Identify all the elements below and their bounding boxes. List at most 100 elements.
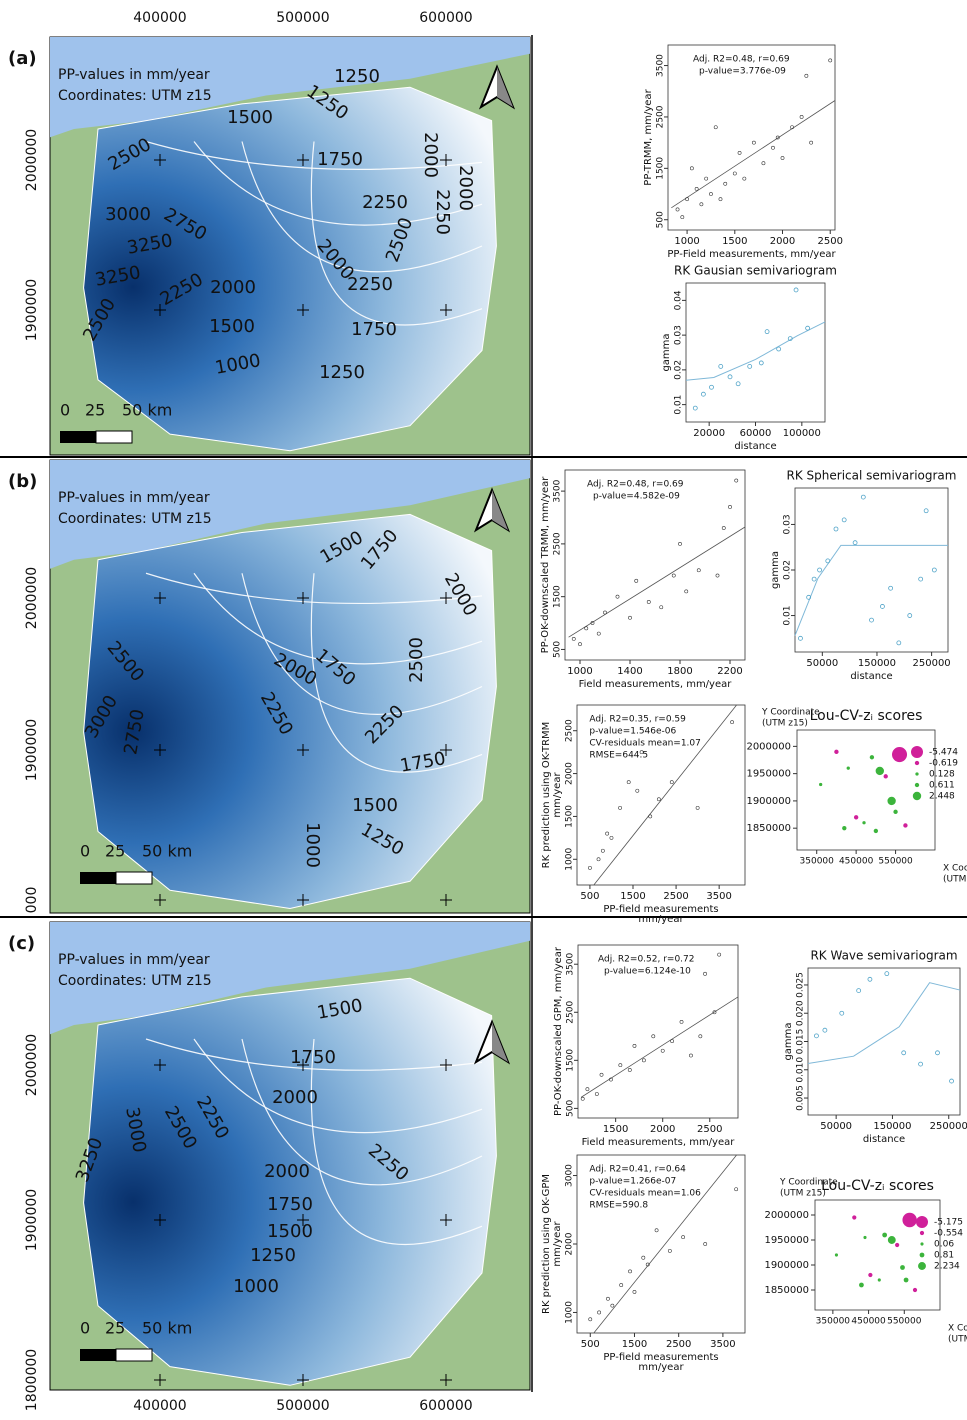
y-tick-label: 0.010 (796, 1057, 806, 1083)
y-coord-label: 2000000 (24, 129, 40, 191)
zscore-point (900, 1265, 905, 1270)
x-tick-label: 2500 (663, 891, 688, 902)
contour-label: 1000 (233, 1276, 279, 1297)
y-tick-label: 1850000 (746, 823, 791, 834)
y-axis-label: PP-OK-downscaled TRMM, mm/year (540, 476, 551, 654)
x-axis-label: X Coordinate (943, 864, 967, 874)
legend-symbol (915, 772, 918, 775)
annotation: p-value=6.124e-10 (604, 967, 691, 977)
y-coord-label: 000 (24, 887, 40, 914)
x-tick-label: 1000 (674, 236, 699, 247)
annotation: p-value=1.546e-06 (589, 727, 676, 737)
x-tick-label: 2200 (717, 666, 742, 677)
x-coord-label: 600000 (419, 1398, 472, 1414)
contour-label: 1750 (267, 1194, 313, 1215)
contour-label: 2000 (455, 165, 476, 211)
scale-bar (60, 431, 96, 443)
annotation: p-value=3.776e-09 (699, 67, 786, 77)
panel-label: (c) (8, 933, 35, 954)
x-tick-label: 2000 (770, 236, 795, 247)
x-tick-label: 150000 (873, 1121, 911, 1132)
x-tick-label: 150000 (858, 658, 896, 669)
scale-label: 50 km (142, 842, 192, 861)
x-tick-label: 3500 (710, 1339, 735, 1350)
annotation: RMSE=590.8 (589, 1201, 648, 1211)
x-tick-label: 1800 (667, 666, 692, 677)
x-tick-label: 2500 (697, 1124, 722, 1135)
y-tick-label: 2000 (565, 1232, 575, 1255)
y-tick-label: 2500 (656, 105, 666, 128)
legend-label: 0.128 (929, 770, 955, 780)
legend-symbol (920, 1253, 925, 1258)
y-axis-label: RK prediction using OK-GPM (541, 1174, 552, 1314)
y-axis-label: PP-OK-downscaled GPM, mm/year (553, 946, 564, 1116)
y-tick-label: 3500 (566, 952, 576, 975)
x-tick-label: 1500 (620, 891, 645, 902)
x-tick-label: 350000 (800, 857, 835, 867)
contour-label: 1750 (317, 149, 363, 170)
y-tick-label: 0.01 (674, 395, 684, 415)
zscore-point (863, 1236, 866, 1239)
contour-label: 1500 (209, 316, 255, 337)
legend-label: 0.611 (929, 781, 955, 791)
x-axis-label: (UTM z15) (948, 1335, 967, 1345)
y-tick-label: 3500 (553, 479, 563, 502)
legend-label: -5.474 (929, 748, 958, 758)
x-tick-label: 450000 (851, 1317, 886, 1327)
legend-symbol (913, 792, 921, 800)
contour-label: 1250 (250, 1245, 296, 1266)
legend-label: -0.554 (934, 1229, 963, 1239)
zscore-point (903, 823, 907, 827)
zscore-point (876, 767, 884, 775)
y-tick-label: 1950000 (746, 769, 791, 780)
x-tick-label: 20000 (693, 428, 725, 439)
y-tick-label: 2000000 (746, 741, 791, 752)
y-tick-label: 1500 (565, 805, 575, 828)
legend-symbol (918, 1262, 926, 1270)
contour-label: 1750 (290, 1047, 336, 1068)
x-tick-label: 1400 (617, 666, 642, 677)
plot-title: RK Wave semivariogram (810, 949, 957, 963)
x-tick-label: 250000 (930, 1121, 967, 1132)
zscore-point (893, 810, 897, 814)
y-coord-label: 1900000 (24, 279, 40, 341)
plot-title: RK Gausian semivariogram (674, 264, 837, 278)
y-axis-label: mm/year (552, 1221, 563, 1267)
scale-label: 50 km (122, 401, 172, 420)
contour-label: 1250 (319, 362, 365, 383)
zscore-point (834, 750, 838, 754)
legend-label: -0.619 (929, 759, 958, 769)
plot-title: Lou-CV-zᵢ scores (821, 1178, 934, 1194)
scale-bar (116, 872, 152, 884)
zscore-point (878, 1278, 881, 1281)
zscore-point (870, 755, 874, 759)
y-axis-label: gamma (770, 551, 781, 589)
panel-label: (a) (8, 48, 37, 69)
x-tick-label: 3500 (706, 891, 731, 902)
annotation: Adj. R2=0.41, r=0.64 (589, 1165, 686, 1175)
legend-label: 0.81 (934, 1251, 954, 1261)
legend-symbol (916, 1216, 928, 1228)
contour-label: 3000 (105, 204, 151, 225)
legend-symbol (920, 1242, 923, 1245)
zscore-point (913, 1288, 917, 1292)
y-tick-label: 0.020 (796, 1000, 806, 1026)
legend-label: 2.448 (929, 792, 955, 802)
zscore-point (884, 774, 888, 778)
scale-bar (80, 1349, 116, 1361)
x-coord-label: 500000 (276, 1398, 329, 1414)
y-tick-label: 1500 (553, 585, 563, 608)
x-tick-label: 500 (580, 891, 599, 902)
y-axis-label: mm/year (552, 772, 563, 818)
x-tick-label: 450000 (839, 857, 874, 867)
y-tick-label: 1900000 (764, 1260, 809, 1271)
plot-title: RK Spherical semivariogram (787, 469, 957, 483)
y-axis-label: gamma (661, 333, 672, 371)
y-tick-label: 500 (566, 1100, 576, 1117)
scale-bar (116, 1349, 152, 1361)
x-tick-label: 50000 (820, 1121, 852, 1132)
legend-symbol (915, 783, 919, 787)
map-legend: Coordinates: UTM z15 (58, 973, 212, 989)
map-legend: PP-values in mm/year (58, 952, 210, 968)
y-tick-label: 0.02 (783, 560, 793, 580)
